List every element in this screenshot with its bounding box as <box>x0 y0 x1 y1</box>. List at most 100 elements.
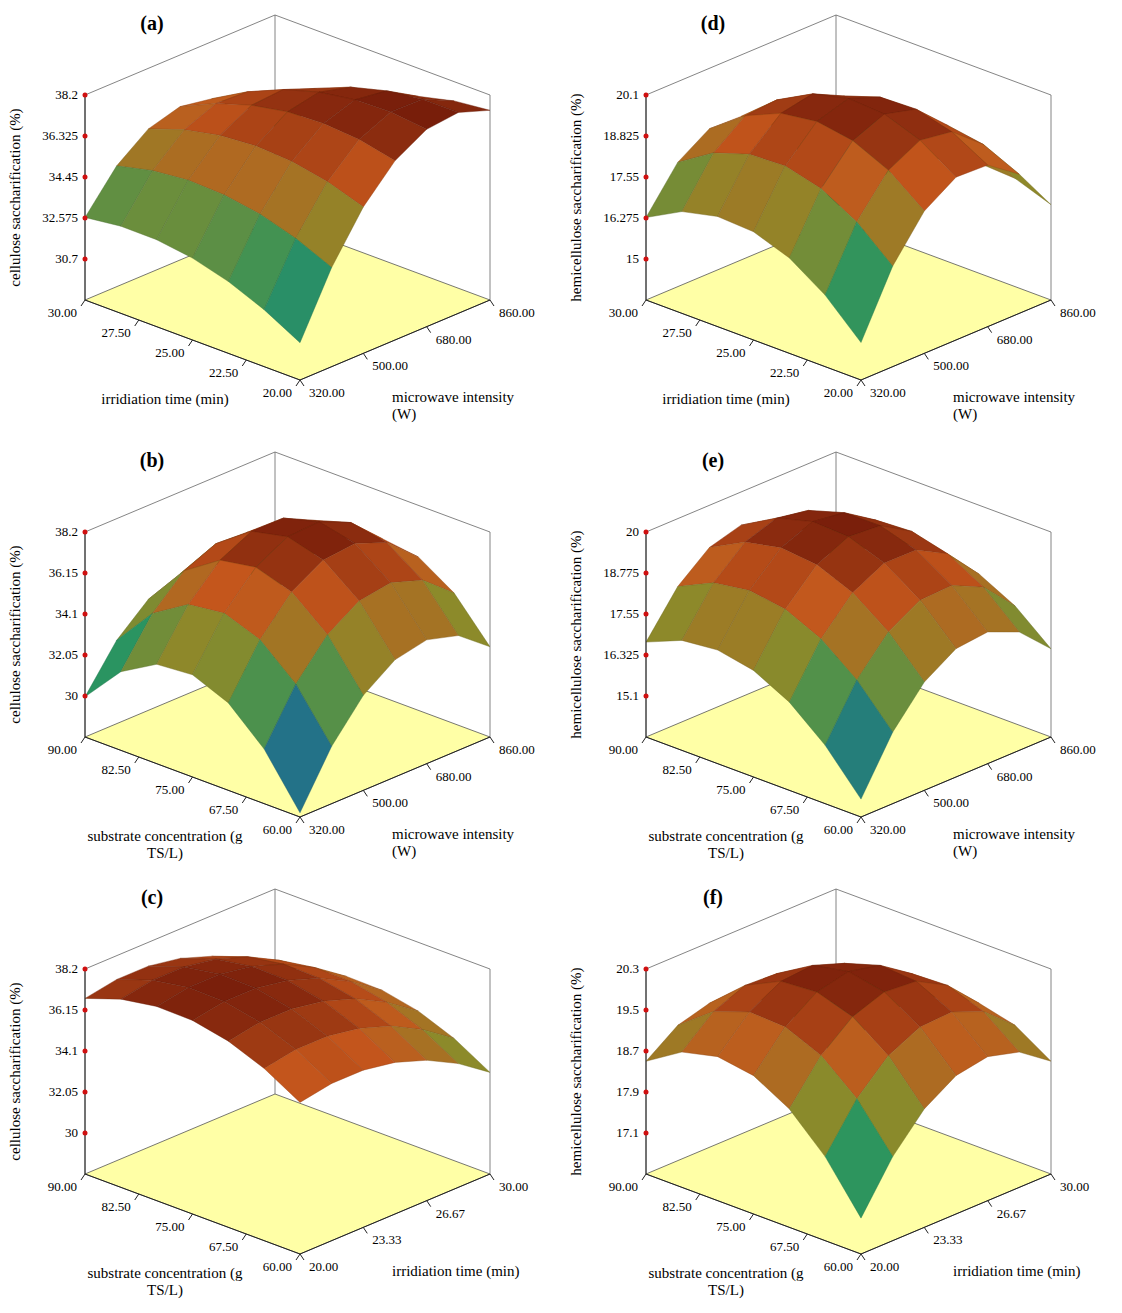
panel: 3032.0534.136.1538.220.0023.3326.6730.00… <box>7 886 528 1299</box>
y-axis-domain <box>85 737 300 817</box>
x-axis-title-line: microwave intensity <box>392 826 515 842</box>
x-tick-label: 680.00 <box>997 332 1033 347</box>
x-axis-title: irridiation time (min) <box>392 1263 519 1280</box>
z-axis-title: cellulose saccharification (%) <box>7 545 24 723</box>
y-axis-title-line: substrate concentration (g <box>88 1265 243 1282</box>
x-tick-label: 30.00 <box>499 1179 528 1194</box>
x-axis-title: microwave intensity(W) <box>953 389 1076 423</box>
z-tick-label: 15 <box>626 251 639 266</box>
x-tick-label: 320.00 <box>870 822 906 837</box>
y-tick-label: 60.00 <box>824 822 853 837</box>
y-tick <box>81 737 85 743</box>
surface-cell <box>825 1099 893 1218</box>
z-tick-label: 32.05 <box>49 647 78 662</box>
panel-label: (b) <box>140 449 164 472</box>
z-tick <box>83 1049 88 1054</box>
z-tick-label: 18.7 <box>616 1043 639 1058</box>
z-tick-label: 16.325 <box>603 647 639 662</box>
y-tick <box>189 777 193 783</box>
y-axis-domain <box>646 1174 861 1254</box>
y-axis-title-line: substrate concentration (g <box>88 828 243 845</box>
frame <box>490 95 491 300</box>
z-tick-label: 20.1 <box>616 87 639 102</box>
y-tick <box>750 777 754 783</box>
frame <box>836 15 1051 95</box>
z-tick <box>644 530 649 535</box>
z-tick-label: 32.575 <box>42 210 78 225</box>
y-tick <box>857 380 861 386</box>
x-tick-label: 680.00 <box>436 769 472 784</box>
z-tick <box>83 134 88 139</box>
x-tick-label: 860.00 <box>1060 742 1096 757</box>
figure: 30.732.57534.4536.32538.2320.00500.00680… <box>0 0 1122 1313</box>
z-tick <box>83 1131 88 1136</box>
z-tick <box>644 257 649 262</box>
x-tick <box>300 380 304 386</box>
panel-label: (d) <box>701 12 725 35</box>
y-tick <box>296 817 300 823</box>
z-tick <box>644 216 649 221</box>
y-tick <box>296 380 300 386</box>
x-axis-title-line: microwave intensity <box>953 826 1076 842</box>
x-axis-domain <box>861 737 1051 817</box>
z-tick <box>644 967 649 972</box>
frame <box>275 889 490 969</box>
y-tick <box>857 1254 861 1260</box>
panel-label: (a) <box>140 12 163 35</box>
x-axis-domain <box>300 1174 490 1254</box>
frame <box>646 889 836 969</box>
z-tick <box>644 175 649 180</box>
y-axis-domain <box>646 300 861 380</box>
z-tick-label: 36.325 <box>42 128 78 143</box>
y-tick <box>189 340 193 346</box>
y-tick <box>803 360 807 366</box>
z-axis-domain <box>85 95 86 300</box>
frame <box>85 452 275 532</box>
z-axis-title: hemicellulose saccharification (%) <box>568 967 585 1175</box>
x-tick-label: 860.00 <box>1060 305 1096 320</box>
x-tick <box>427 1201 431 1207</box>
x-axis-title: microwave intensity(W) <box>392 826 515 860</box>
y-tick-label: 90.00 <box>609 1179 638 1194</box>
z-tick-label: 20.3 <box>616 961 639 976</box>
x-axis-domain <box>861 300 1051 380</box>
x-axis-title: microwave intensity(W) <box>953 826 1076 860</box>
z-tick-label: 17.55 <box>610 169 639 184</box>
floor <box>646 220 1051 380</box>
z-tick <box>83 694 88 699</box>
z-tick <box>83 1008 88 1013</box>
surface <box>646 510 1051 799</box>
frame <box>836 889 1051 969</box>
x-tick-label: 500.00 <box>933 358 969 373</box>
frame <box>646 532 647 737</box>
x-axis-title-line: (W) <box>953 843 977 860</box>
surface-cell <box>825 680 893 799</box>
z-tick-label: 34.45 <box>49 169 78 184</box>
y-axis-title-line: TS/L) <box>147 1282 183 1299</box>
y-tick <box>857 817 861 823</box>
z-tick <box>644 1090 649 1095</box>
x-tick-label: 320.00 <box>309 385 345 400</box>
z-tick <box>83 653 88 658</box>
frame <box>275 452 490 532</box>
y-axis-title: substrate concentration (gTS/L) <box>88 1265 243 1299</box>
y-tick-label: 22.50 <box>770 365 799 380</box>
z-tick <box>83 967 88 972</box>
panel: 3032.0534.136.1538.2320.00500.00680.0086… <box>7 449 535 862</box>
surface <box>85 956 490 1102</box>
z-tick <box>83 612 88 617</box>
x-tick <box>924 790 928 796</box>
z-tick-label: 18.825 <box>603 128 639 143</box>
y-tick <box>642 737 646 743</box>
x-tick <box>1051 737 1055 743</box>
y-tick <box>135 757 139 763</box>
y-tick-label: 82.50 <box>663 762 692 777</box>
z-tick-label: 19.5 <box>616 1002 639 1017</box>
z-tick-label: 36.15 <box>49 565 78 580</box>
y-tick <box>242 1234 246 1240</box>
x-axis-domain <box>861 1174 1051 1254</box>
y-tick <box>135 1194 139 1200</box>
z-tick <box>644 1008 649 1013</box>
x-tick-label: 680.00 <box>436 332 472 347</box>
x-tick-label: 320.00 <box>309 822 345 837</box>
